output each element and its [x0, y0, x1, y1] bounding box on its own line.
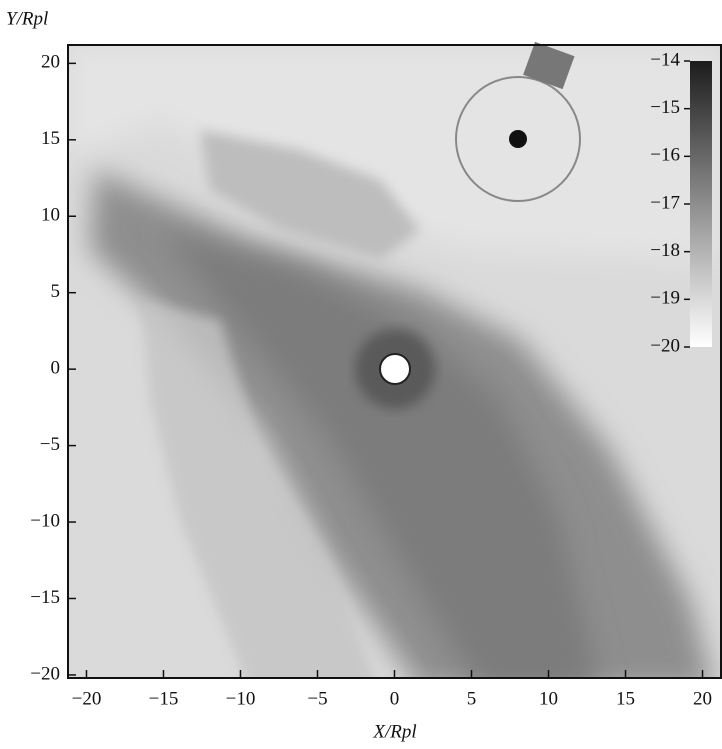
colorbar-tick-label: −17 [650, 192, 680, 213]
x-tick-label: −20 [72, 688, 102, 709]
x-axis-label: X/Rpl [372, 721, 416, 742]
planet [379, 353, 411, 385]
y-tick-label: 20 [41, 52, 60, 73]
y-tick-label: 15 [41, 128, 60, 149]
colorbar-tick-label: −15 [650, 97, 680, 118]
x-tick-label: −15 [149, 688, 179, 709]
y-tick-label: 5 [51, 281, 61, 302]
y-tick-label: −20 [30, 663, 60, 684]
x-tick-label: 15 [616, 688, 635, 709]
y-tick-label: −10 [30, 510, 60, 531]
inset-orbit [455, 76, 581, 202]
x-tick-label: 5 [467, 688, 477, 709]
colorbar [690, 61, 712, 347]
colorbar-tick-label: −20 [650, 335, 680, 356]
y-axis-label: Y/Rpl [6, 8, 48, 29]
x-tick-label: −5 [307, 688, 327, 709]
density-field [68, 45, 721, 678]
y-tick-label: 0 [51, 358, 61, 379]
colorbar-tick-label: −14 [650, 49, 680, 70]
x-tick-label: −10 [226, 688, 256, 709]
colorbar-tick-label: −18 [650, 240, 680, 261]
x-tick-label: 0 [390, 688, 400, 709]
y-tick-label: −5 [40, 434, 60, 455]
y-tick-label: 10 [41, 205, 60, 226]
inset-map [523, 41, 575, 90]
colorbar-tick-label: −16 [650, 145, 680, 166]
x-tick-label: 20 [693, 688, 712, 709]
colorbar-tick-label: −19 [650, 288, 680, 309]
x-tick-label: 10 [539, 688, 558, 709]
y-tick-label: −15 [30, 587, 60, 608]
star [509, 130, 527, 148]
